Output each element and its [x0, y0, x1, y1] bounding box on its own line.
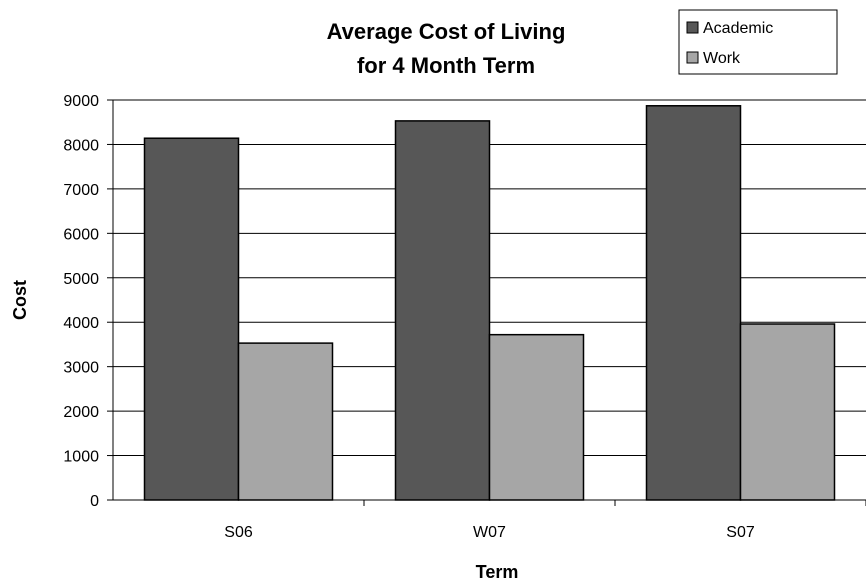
chart-title-line-2: for 4 Month Term	[357, 53, 535, 78]
bar-work-w07	[488, 333, 585, 501]
x-tick-label: S07	[726, 524, 755, 541]
x-axis-title: Term	[476, 562, 519, 582]
y-axis-title: Cost	[10, 280, 30, 320]
x-tick-label: S06	[224, 524, 253, 541]
y-tick-label: 6000	[63, 226, 99, 243]
y-tick-label: 5000	[63, 271, 99, 288]
bars	[143, 105, 836, 501]
y-tick-label: 4000	[63, 315, 99, 332]
y-tick-label: 1000	[63, 449, 99, 466]
bar-academic-w07	[394, 120, 491, 501]
bar-work-s06	[237, 342, 334, 501]
bar-academic-s07	[645, 105, 742, 501]
axes	[112, 100, 866, 506]
y-tick-label: 0	[90, 493, 99, 510]
y-tick-label: 9000	[63, 93, 99, 110]
legend-label-academic: Academic	[703, 20, 773, 37]
y-tick-label: 3000	[63, 360, 99, 377]
y-tick-label: 7000	[63, 182, 99, 199]
legend-swatch-work	[686, 51, 699, 64]
y-tick-labels: 0 1000 2000 3000 4000 5000 6000 7000 8000 9000	[63, 93, 99, 510]
x-tick-labels: S06 W07 S07	[224, 524, 755, 541]
bar-academic-s06	[143, 137, 240, 501]
legend-label-work: Work	[703, 50, 741, 67]
legend-box	[678, 9, 838, 75]
chart-legend: Academic Work	[678, 9, 838, 75]
x-tick-label: W07	[473, 524, 506, 541]
chart-title: Average Cost of Living for 4 Month Term	[327, 19, 566, 78]
legend-swatch-academic	[686, 21, 699, 34]
y-tick-label: 2000	[63, 404, 99, 421]
y-tick-label: 8000	[63, 137, 99, 154]
bar-work-s07	[739, 323, 836, 501]
chart-title-line-1: Average Cost of Living	[327, 19, 566, 44]
